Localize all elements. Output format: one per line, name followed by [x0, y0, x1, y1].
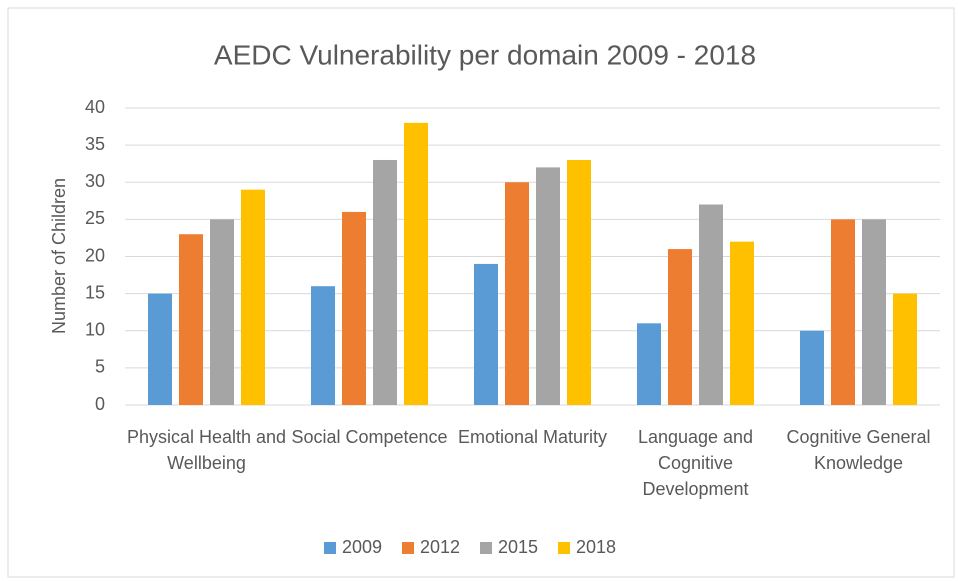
bar	[831, 219, 855, 405]
bar	[148, 293, 172, 405]
legend-label: 2018	[576, 537, 616, 557]
legend-swatch	[324, 542, 336, 554]
x-tick-label: Language and Cognitive Development	[637, 427, 754, 499]
bar	[893, 293, 917, 405]
x-tick-label: Physical Health and Wellbeing	[126, 427, 287, 473]
bar	[404, 122, 428, 405]
bar	[210, 219, 234, 405]
bar	[637, 323, 661, 405]
bar	[311, 286, 335, 405]
bar	[699, 204, 723, 405]
bar	[536, 167, 560, 405]
y-tick-label: 10	[85, 320, 105, 340]
bar	[179, 234, 203, 405]
y-tick-label: 0	[95, 394, 105, 414]
y-tick-label: 25	[85, 208, 105, 228]
y-tick-label: 5	[95, 357, 105, 377]
y-axis-label: Number of Children	[49, 178, 69, 334]
y-tick-label: 35	[85, 134, 105, 154]
y-tick-label: 20	[85, 245, 105, 265]
bar	[241, 189, 265, 405]
y-tick-label: 15	[85, 282, 105, 302]
y-tick-label: 30	[85, 171, 105, 191]
legend-swatch	[402, 542, 414, 554]
legend-swatch	[558, 542, 570, 554]
legend-label: 2015	[498, 537, 538, 557]
bar	[474, 263, 498, 405]
bar	[567, 159, 591, 405]
chart-title: AEDC Vulnerability per domain 2009 - 201…	[214, 39, 756, 70]
bar	[342, 211, 366, 405]
bar	[505, 182, 529, 405]
bar	[862, 219, 886, 405]
bar	[800, 330, 824, 405]
x-tick-label: Cognitive General Knowledge	[786, 427, 931, 473]
bar	[668, 249, 692, 405]
bar	[730, 241, 754, 405]
x-tick-label: Emotional Maturity	[457, 427, 608, 447]
y-tick-label: 40	[85, 97, 105, 117]
legend-label: 2009	[342, 537, 382, 557]
legend-label: 2012	[420, 537, 460, 557]
bar	[373, 159, 397, 405]
x-tick-label: Social Competence	[291, 427, 448, 447]
legend-swatch	[480, 542, 492, 554]
